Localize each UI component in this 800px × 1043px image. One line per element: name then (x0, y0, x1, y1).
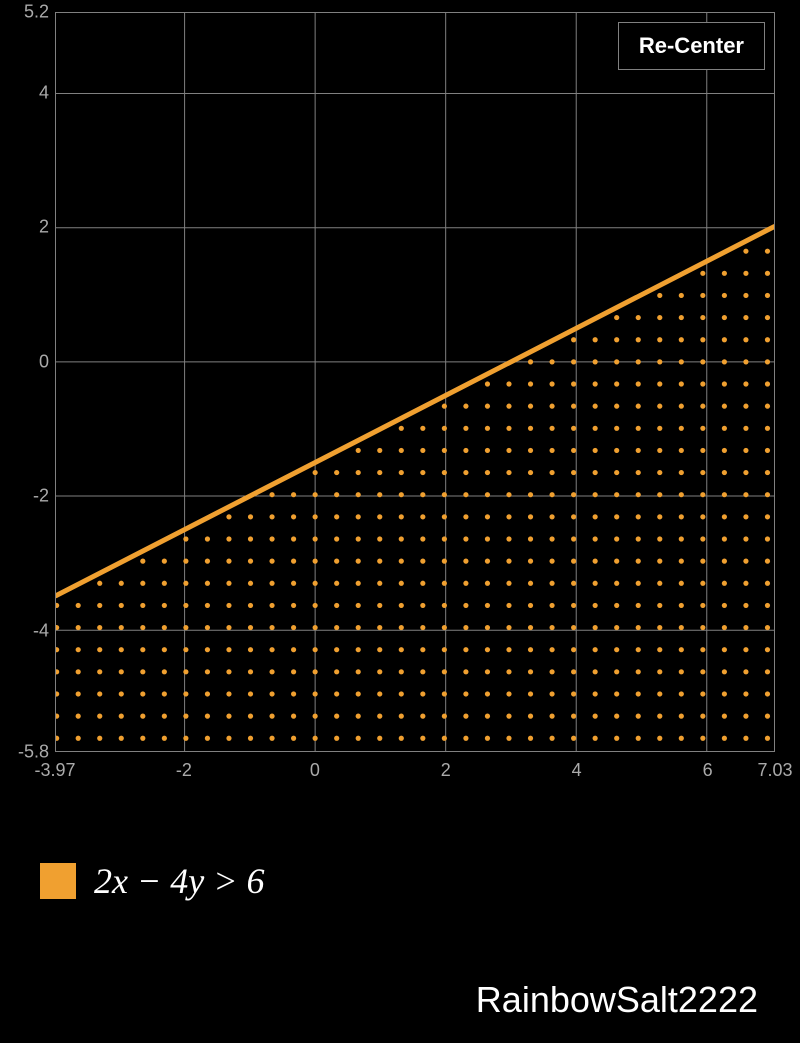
x-tick-label: 7.03 (757, 760, 792, 781)
legend-expression: 2x − 4y > 6 (94, 860, 265, 902)
watermark: RainbowSalt2222 (476, 979, 758, 1021)
legend-swatch (40, 863, 76, 899)
x-tick-label: 0 (310, 760, 320, 781)
y-tick-label: -2 (4, 486, 49, 507)
y-tick-label: 4 (4, 82, 49, 103)
recenter-button[interactable]: Re-Center (618, 22, 765, 70)
plot-svg (56, 13, 774, 751)
x-tick-label: 4 (572, 760, 582, 781)
x-tick-label: 2 (441, 760, 451, 781)
x-tick-label: -2 (176, 760, 192, 781)
legend: 2x − 4y > 6 (40, 860, 265, 902)
y-tick-label: -4 (4, 620, 49, 641)
y-tick-label: 5.2 (4, 2, 49, 23)
y-tick-label: 2 (4, 217, 49, 238)
x-tick-label: -3.97 (34, 760, 75, 781)
chart-container: Re-Center 5.2420-2-4-5.8 -3.97-202467.03 (0, 0, 800, 800)
y-tick-label: 0 (4, 351, 49, 372)
x-tick-label: 6 (703, 760, 713, 781)
plot-area (55, 12, 775, 752)
